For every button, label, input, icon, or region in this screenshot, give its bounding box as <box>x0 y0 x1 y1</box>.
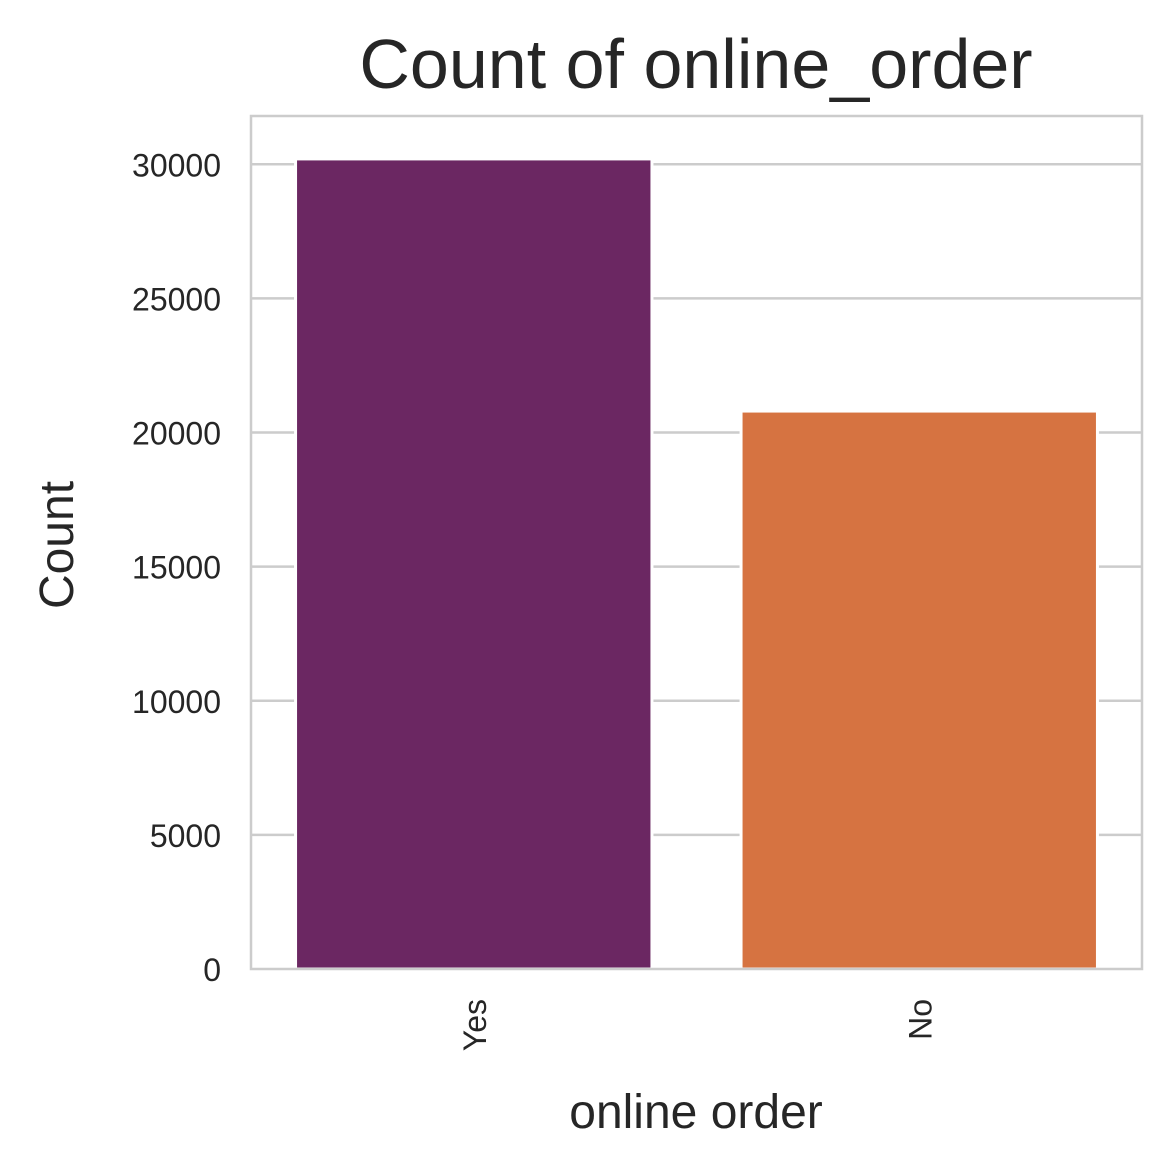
x-tick-label: Yes <box>457 999 493 1051</box>
x-tick-labels: Yes No <box>457 999 939 1051</box>
y-tick-label: 15000 <box>132 550 221 586</box>
y-tick-label: 0 <box>203 952 221 988</box>
plot-frame <box>249 114 1144 971</box>
y-tick-label: 30000 <box>132 147 221 183</box>
y-axis-label: Count <box>31 481 84 609</box>
bar-yes <box>294 157 654 971</box>
y-tick-labels: 0 5000 10000 15000 20000 25000 30000 <box>132 147 221 988</box>
y-tick-label: 25000 <box>132 281 221 317</box>
y-tick-label: 5000 <box>150 818 221 854</box>
x-axis-label: online order <box>569 1086 823 1139</box>
bar-no <box>739 409 1099 971</box>
x-tick-label: No <box>902 999 938 1040</box>
chart-title: Count of online_order <box>359 25 1032 103</box>
bars <box>294 157 1099 971</box>
y-tick-label: 10000 <box>132 684 221 720</box>
y-tick-label: 20000 <box>132 416 221 452</box>
